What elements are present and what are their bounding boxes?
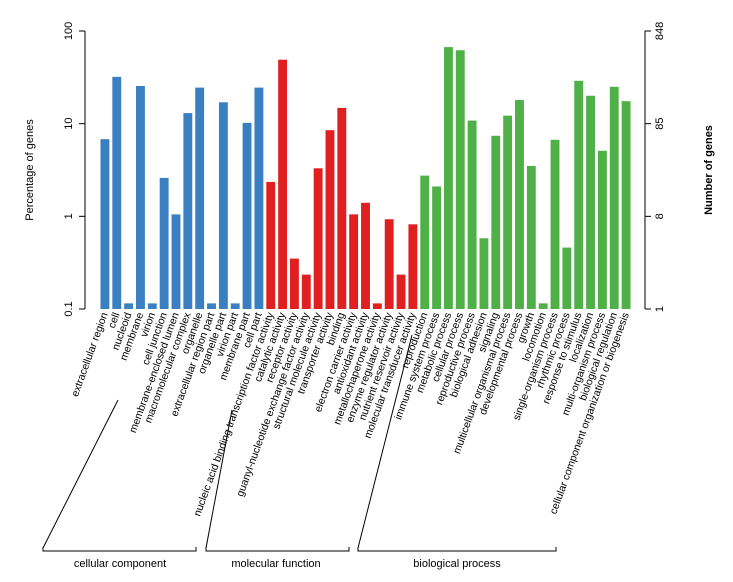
bar	[100, 139, 110, 309]
bar	[171, 214, 181, 309]
bar	[432, 186, 442, 309]
category-label: extracellular region	[69, 311, 111, 399]
left-axis-title: Percentage of genes	[24, 119, 36, 221]
left-y-axis: 100 10 1 0.1	[63, 22, 86, 317]
category-label: cell	[106, 311, 123, 330]
bar	[325, 130, 335, 309]
bar	[361, 202, 370, 309]
bar	[396, 274, 406, 309]
right-tick-label: 848	[654, 22, 666, 40]
bar	[455, 50, 465, 310]
bar	[183, 113, 193, 309]
bar	[159, 177, 169, 309]
right-tick-label: 85	[654, 118, 666, 130]
bar	[491, 135, 501, 309]
right-tick-label: 8	[654, 213, 666, 219]
group-brackets: cellular component molecular function biol…	[42, 334, 557, 570]
bar	[586, 95, 595, 310]
bars	[100, 47, 631, 310]
right-y-axis: 848 85 8 1	[644, 22, 666, 312]
bar	[467, 120, 477, 309]
bar	[526, 165, 536, 309]
bar	[337, 107, 347, 309]
bar	[242, 122, 252, 310]
left-tick-label: 10	[63, 118, 75, 130]
bar	[408, 224, 418, 309]
bar	[443, 47, 453, 310]
bar	[254, 87, 264, 309]
left-tick-label: 1	[63, 213, 75, 219]
bar	[278, 59, 288, 310]
bar	[538, 303, 548, 309]
group-label: cellular component	[74, 558, 166, 570]
bar	[112, 76, 122, 309]
group-bracket	[42, 547, 197, 552]
bar	[621, 101, 631, 310]
bar	[349, 214, 359, 309]
bar	[479, 238, 489, 309]
bar	[124, 303, 134, 309]
bar	[420, 175, 430, 309]
bar	[503, 115, 513, 309]
right-axis-title: Number of genes	[703, 125, 715, 215]
bracket-connector	[357, 334, 413, 549]
bar	[372, 303, 382, 309]
bar	[574, 80, 584, 309]
left-tick-label: 0.1	[63, 301, 75, 316]
bar	[230, 303, 240, 309]
bracket-connector	[205, 409, 233, 549]
bar	[266, 181, 276, 309]
category-labels: extracellular regioncellnucleoidmembrane…	[69, 310, 632, 518]
bar	[550, 139, 560, 309]
bar	[195, 87, 205, 309]
left-tick-label: 100	[63, 22, 75, 40]
bar	[313, 168, 323, 309]
bar	[218, 102, 228, 309]
bar	[136, 85, 145, 310]
bar	[207, 303, 216, 309]
group-label: biological process	[413, 558, 501, 570]
bar	[515, 100, 524, 309]
bar	[384, 219, 394, 309]
bar	[147, 303, 157, 309]
group-bracket	[357, 547, 557, 552]
bar	[609, 86, 619, 309]
bar	[597, 150, 607, 309]
bar	[301, 274, 311, 309]
bar	[289, 258, 299, 309]
group-label: molecular function	[231, 558, 320, 570]
bar	[562, 247, 572, 309]
bracket-connector	[42, 399, 119, 549]
right-tick-label: 1	[654, 306, 666, 312]
group-bracket	[205, 547, 350, 552]
